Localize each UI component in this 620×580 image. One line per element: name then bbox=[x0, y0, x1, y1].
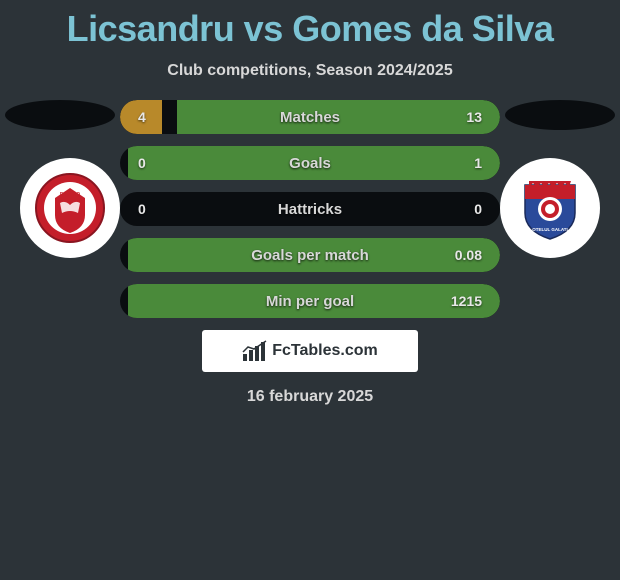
chart-icon bbox=[242, 340, 268, 362]
stats-container: DINAMO OTELUL GALATI 413Matches01Goals00… bbox=[0, 100, 620, 318]
comparison-date: 16 february 2025 bbox=[0, 388, 620, 406]
team-logo-right: OTELUL GALATI bbox=[500, 158, 600, 258]
stat-value-right: 0 bbox=[474, 201, 482, 217]
stat-label: Goals bbox=[289, 155, 331, 172]
stat-label: Hattricks bbox=[278, 201, 342, 218]
team-logo-left: DINAMO bbox=[20, 158, 120, 258]
stat-value-left: 0 bbox=[138, 155, 146, 171]
player-ellipse-right bbox=[505, 100, 615, 130]
stat-value-right: 0.08 bbox=[455, 247, 482, 263]
stat-label: Matches bbox=[280, 109, 340, 126]
stat-value-right: 13 bbox=[466, 109, 482, 125]
comparison-title: Licsandru vs Gomes da Silva bbox=[0, 0, 620, 50]
stat-value-right: 1 bbox=[474, 155, 482, 171]
svg-text:DINAMO: DINAMO bbox=[60, 192, 80, 198]
stat-row: 1215 Min per goal bbox=[120, 284, 500, 318]
brand-footer: FcTables.com bbox=[202, 330, 418, 372]
otelul-shield-icon: OTELUL GALATI bbox=[515, 173, 585, 243]
stat-value-right: 1215 bbox=[451, 293, 482, 309]
comparison-subtitle: Club competitions, Season 2024/2025 bbox=[0, 62, 620, 80]
stat-row: 0.08 Goals per match bbox=[120, 238, 500, 272]
stat-row: 0 0 Hattricks bbox=[120, 192, 500, 226]
stat-value-left: 4 bbox=[138, 109, 146, 125]
svg-text:OTELUL GALATI: OTELUL GALATI bbox=[532, 227, 568, 232]
stat-row: 0 1 Goals bbox=[120, 146, 500, 180]
stat-value-left: 0 bbox=[138, 201, 146, 217]
stat-row: 4 13 Matches bbox=[120, 100, 500, 134]
stat-label: Min per goal bbox=[266, 293, 354, 310]
dinamo-shield-icon: DINAMO bbox=[35, 173, 105, 243]
stat-label: Goals per match bbox=[251, 247, 369, 264]
player-ellipse-left bbox=[5, 100, 115, 130]
brand-text: FcTables.com bbox=[272, 342, 378, 360]
